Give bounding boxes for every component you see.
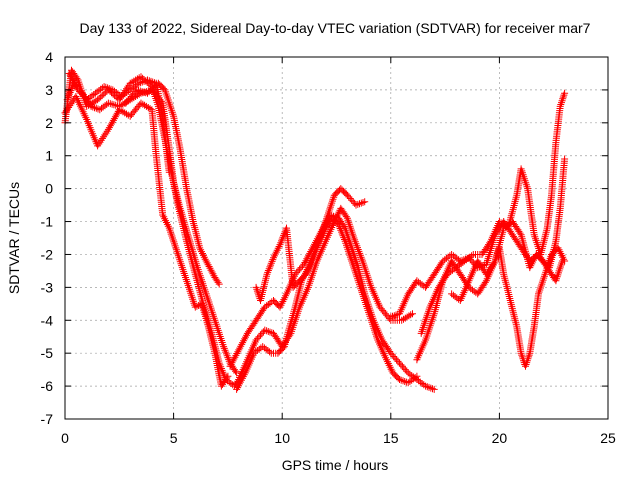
x-axis-label: GPS time / hours — [282, 457, 389, 473]
series-trace-8 — [252, 214, 421, 387]
axis-ticks: 0 5 10 15 20 25 -7 -6 -5 -4 -3 -2 -1 0 1 2 3 4 — [41, 49, 616, 446]
plus-markers — [448, 155, 569, 304]
plot-frame — [64, 56, 609, 420]
x-tick-label: 5 — [170, 430, 178, 446]
x-tick-label: 20 — [492, 430, 508, 446]
y-tick-label: -1 — [41, 214, 54, 230]
plus-markers — [65, 70, 173, 176]
y-tick-label: -6 — [41, 378, 54, 394]
series-trace-10 — [413, 244, 569, 370]
plus-markers — [413, 244, 569, 370]
x-tick-label: 15 — [383, 430, 399, 446]
plus-markers — [61, 93, 232, 390]
data-points — [61, 66, 569, 393]
series-trace-11 — [417, 89, 569, 337]
y-tick-label: -5 — [41, 345, 54, 361]
y-tick-label: 2 — [45, 115, 53, 131]
plus-markers — [252, 214, 421, 387]
y-tick-label: -7 — [41, 411, 54, 427]
series-trace-3 — [61, 93, 232, 390]
y-axis-label: SDTVAR / TECUs — [6, 182, 22, 294]
plus-markers — [122, 79, 223, 288]
y-tick-label: 1 — [45, 148, 53, 164]
y-tick-label: 0 — [45, 181, 53, 197]
y-tick-label: -3 — [41, 279, 54, 295]
series-trace-4 — [122, 79, 223, 288]
y-tick-label: 3 — [45, 82, 53, 98]
x-tick-label: 0 — [61, 430, 69, 446]
x-tick-label: 10 — [274, 430, 290, 446]
y-tick-label: -4 — [41, 312, 54, 328]
series-trace-13 — [65, 70, 173, 176]
x-tick-label: 25 — [600, 430, 616, 446]
y-tick-label: -2 — [41, 246, 54, 262]
series-trace-12 — [448, 155, 569, 304]
plus-markers — [417, 89, 569, 337]
y-tick-label: 4 — [45, 49, 53, 65]
chart-title: Day 133 of 2022, Sidereal Day-to-day VTE… — [80, 20, 591, 36]
